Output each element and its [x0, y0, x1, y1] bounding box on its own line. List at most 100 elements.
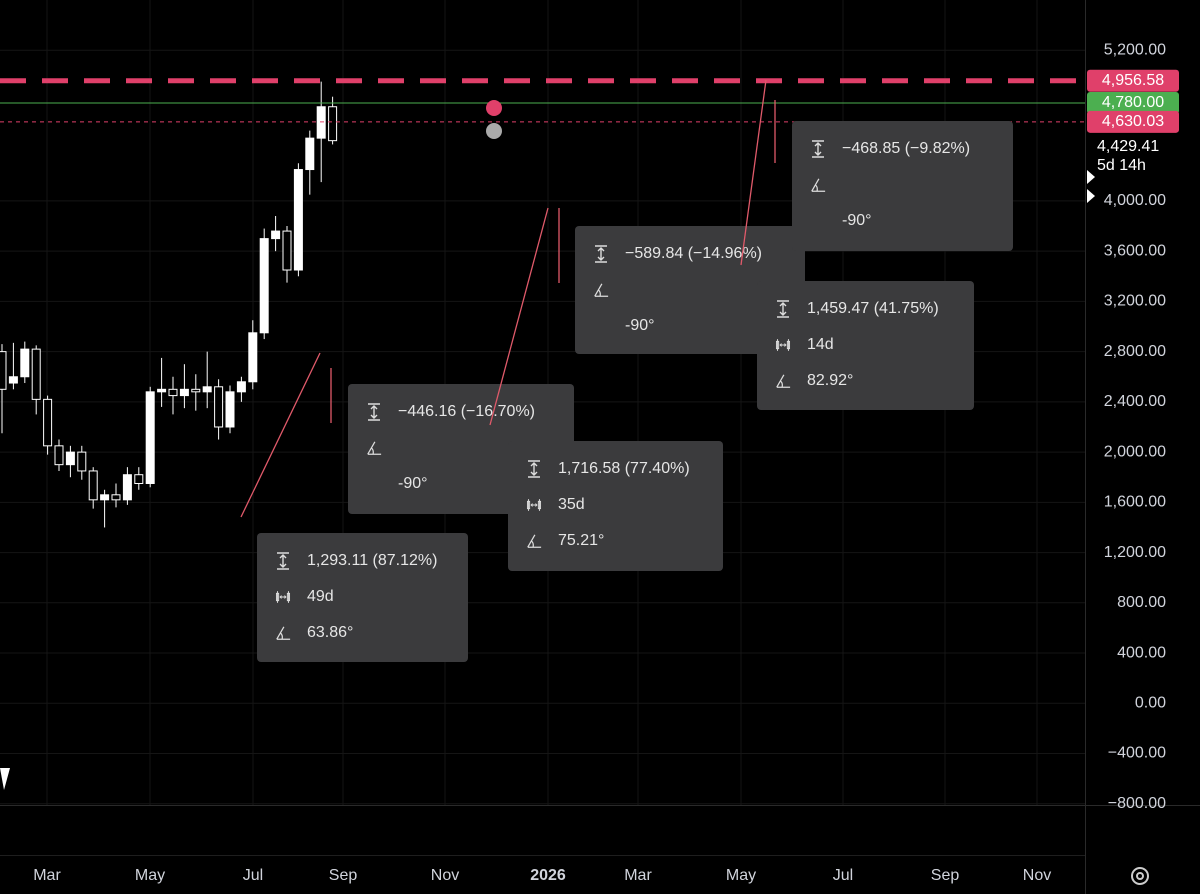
price-axis-bg: [1085, 0, 1200, 894]
price-level-tag: [1087, 91, 1179, 114]
price-level-tag: [1087, 110, 1179, 133]
price-level-label: 4,956.58: [1102, 72, 1164, 89]
y-tick-label: −800.00: [1108, 795, 1166, 812]
y-tick-label: 2,000.00: [1104, 443, 1166, 460]
price-change: −446.16 (−16.70%): [398, 403, 535, 420]
candle-body: [236, 381, 246, 393]
candle-body: [8, 376, 18, 384]
x-tick-label: Nov: [1023, 867, 1051, 884]
candle-body: [77, 451, 87, 472]
measure-icon: [257, 552, 307, 570]
x-tick-label: May: [726, 867, 756, 884]
bar-count: 49d: [307, 588, 334, 605]
candle-body: [271, 230, 281, 240]
measure-icon: [757, 372, 807, 390]
measure-box: 1,459.47 (41.75%) 14d 82.92°: [757, 281, 974, 410]
x-tick-label: Jul: [243, 867, 263, 884]
candle-body: [316, 106, 326, 139]
scroll-arrow: [1087, 170, 1095, 184]
y-tick-label: 1,600.00: [1104, 494, 1166, 511]
measure-icon: [508, 460, 558, 478]
measure-row: 1,716.58 (77.40%): [508, 451, 690, 487]
price-level-tag: [1087, 69, 1179, 92]
measure-row: 14d: [757, 327, 834, 363]
measure-icon: [792, 176, 842, 194]
measure-icon: [757, 300, 807, 318]
candle-body: [202, 386, 212, 393]
measure-row: −468.85 (−9.82%): [792, 131, 970, 167]
measure-row: 1,293.11 (87.12%): [257, 543, 437, 579]
measure-box: 1,293.11 (87.12%) 49d 63.86°: [257, 533, 468, 662]
candle-body: [282, 230, 292, 271]
alert-icon: [486, 100, 502, 116]
angle-value: -90°: [842, 212, 872, 229]
candle-body: [225, 391, 235, 428]
price-change: −589.84 (−14.96%): [625, 245, 762, 262]
y-tick-label: 1,200.00: [1104, 544, 1166, 561]
measure-box: −468.85 (−9.82%) -90°: [792, 121, 1013, 251]
bar-count: 35d: [558, 496, 585, 513]
measure-icon: [792, 140, 842, 158]
candle-body: [111, 494, 121, 501]
candle-body: [100, 494, 110, 501]
candle-body: [31, 348, 41, 400]
candle-body: [293, 169, 303, 271]
price-level-label: 4,630.03: [1102, 113, 1164, 130]
last-price-label: 4,429.41: [1097, 138, 1159, 155]
candle-body: [134, 474, 144, 485]
measure-row: -90°: [792, 203, 872, 239]
angle-value: 82.92°: [807, 372, 854, 389]
measure-row: 75.21°: [508, 523, 604, 559]
candle-body: [88, 470, 98, 501]
angle-value: -90°: [398, 475, 428, 492]
candle-body: [20, 348, 30, 378]
measure-row: −446.16 (−16.70%): [348, 394, 535, 430]
candle-body: [168, 388, 178, 397]
candle-body: [259, 238, 269, 334]
x-tick-label: Jul: [833, 867, 853, 884]
measure-icon: [257, 588, 307, 606]
measure-row: [792, 167, 842, 203]
measure-row: 49d: [257, 579, 334, 615]
price-level-label: 4,780.00: [1102, 94, 1164, 111]
candle-body: [54, 445, 64, 466]
candle-body: [305, 137, 315, 171]
candle-body: [145, 391, 155, 485]
measure-icon: [508, 532, 558, 550]
scroll-arrow: [1087, 189, 1095, 203]
measure-icon: [348, 403, 398, 421]
y-tick-label: 4,000.00: [1104, 192, 1166, 209]
price-change: 1,459.47 (41.75%): [807, 300, 939, 317]
y-tick-label: 3,600.00: [1104, 242, 1166, 259]
x-tick-label: Mar: [624, 867, 652, 884]
measure-icon: [257, 624, 307, 642]
measure-row: 35d: [508, 487, 585, 523]
measure-box: 1,716.58 (77.40%) 35d 75.21°: [508, 441, 723, 571]
x-tick-label: Nov: [431, 867, 459, 884]
y-tick-label: 3,200.00: [1104, 293, 1166, 310]
measure-row: 1,459.47 (41.75%): [757, 291, 939, 327]
settings-icon: [1136, 872, 1144, 880]
tool-mark: [0, 768, 10, 790]
measure-row: 82.92°: [757, 363, 853, 399]
candle-body: [0, 351, 7, 390]
x-tick-label: Mar: [33, 867, 61, 884]
angle-value: 75.21°: [558, 532, 605, 549]
measure-row: -90°: [575, 308, 655, 344]
angle-value: 63.86°: [307, 624, 354, 641]
candle-body: [179, 388, 189, 397]
x-tick-label: 2026: [530, 867, 566, 884]
measure-icon: [508, 496, 558, 514]
candle-body: [214, 386, 224, 428]
price-change: 1,293.11 (87.12%): [307, 552, 438, 569]
y-tick-label: 800.00: [1117, 594, 1166, 611]
y-tick-label: 2,400.00: [1104, 393, 1166, 410]
measure-icon: [757, 336, 807, 354]
candle-body: [122, 474, 132, 501]
y-tick-label: 2,800.00: [1104, 343, 1166, 360]
angle-value: -90°: [625, 317, 655, 334]
y-tick-label: 400.00: [1117, 644, 1166, 661]
candle-body: [43, 398, 53, 447]
measure-icon: [348, 439, 398, 457]
